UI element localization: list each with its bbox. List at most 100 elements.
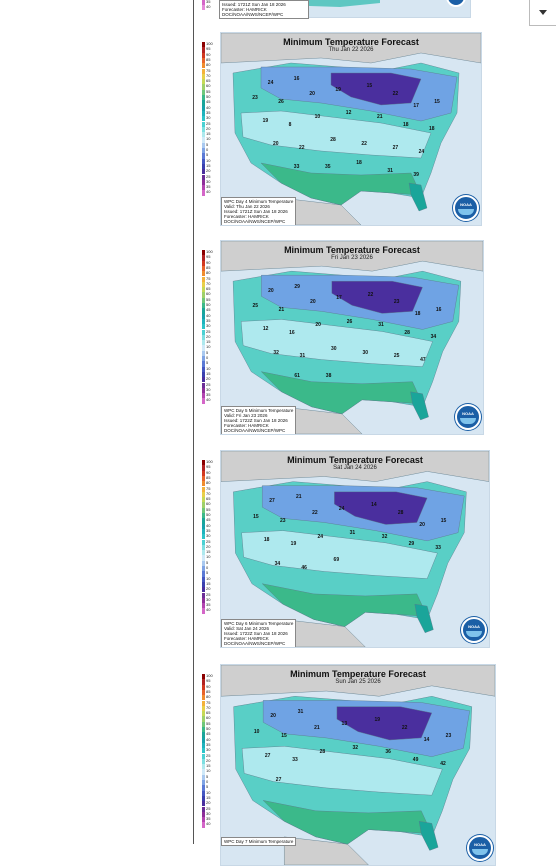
legend-label: 40 xyxy=(206,312,211,318)
legend-label: 30 xyxy=(206,810,211,816)
legend-label: 5 xyxy=(206,141,209,147)
station-temperature: 28 xyxy=(397,510,404,517)
legend-label: 60 xyxy=(206,83,211,89)
forecast-info-box: WPC Day 7 Minimum Temperature xyxy=(221,837,297,846)
legend-swatch xyxy=(202,382,205,388)
legend-label: 90 xyxy=(206,683,211,689)
legend-swatch xyxy=(202,137,205,143)
legend-swatch xyxy=(202,785,205,791)
legend-swatch xyxy=(202,371,205,378)
map-region xyxy=(240,319,433,367)
station-temperature: 28 xyxy=(319,749,326,755)
legend-swatch xyxy=(202,822,205,828)
legend-label: 60 xyxy=(206,501,211,507)
legend-label: 65 xyxy=(206,286,211,292)
legend-label: 55 xyxy=(206,88,211,94)
legend-label: 55 xyxy=(206,720,211,726)
legend-swatch xyxy=(202,608,205,614)
noaa-logo-icon: NOAA xyxy=(453,195,479,221)
station-temperature: 34 xyxy=(430,334,437,341)
legend-swatch xyxy=(202,571,205,577)
info-line: Valid: Fri Jan 23 2026 xyxy=(224,413,268,418)
legend-swatch xyxy=(202,393,205,399)
legend-swatch xyxy=(202,528,205,535)
legend-swatch xyxy=(202,271,205,277)
legend-swatch xyxy=(202,674,205,680)
legend-label: 40 xyxy=(206,397,211,403)
legend-label: 25 xyxy=(206,173,211,179)
legend-swatch xyxy=(202,721,205,727)
station-temperature: 22 xyxy=(312,510,318,517)
station-temperature: 21 xyxy=(314,725,320,731)
legend-swatch xyxy=(202,57,205,64)
info-line: WPC Day 5 Minimum Temperature xyxy=(224,408,294,413)
legend-label: 85 xyxy=(206,688,211,694)
legend-swatch xyxy=(202,523,205,529)
legend-swatch xyxy=(202,769,205,775)
temperature-map: Minimum Temperature Forecast Fri Jan 23 2… xyxy=(220,240,484,435)
legend-swatch xyxy=(202,597,205,604)
legend-label: 80 xyxy=(206,62,211,68)
station-temperature: 28 xyxy=(330,137,336,144)
legend-label: 80 xyxy=(206,694,211,700)
legend-swatch xyxy=(202,308,205,314)
legend-label: 15 xyxy=(206,339,211,345)
legend-swatch xyxy=(202,105,205,111)
legend-swatch xyxy=(202,398,205,404)
legend-swatch xyxy=(202,774,205,780)
legend-swatch xyxy=(202,560,205,566)
station-temperature: 19 xyxy=(290,541,297,548)
legend-label: 65 xyxy=(206,78,211,84)
legend-swatch xyxy=(202,52,205,58)
legend-label: 15 xyxy=(206,580,211,586)
station-temperature: 22 xyxy=(299,144,305,151)
legend-swatch xyxy=(202,292,205,298)
forecast-info-box: WPC Day 6 Minimum Temperature Valid: Sat … xyxy=(221,619,297,647)
forecast-panel-day7: 100 95 90 85 80 75 70 65 60 55 50 45 40 35 30 25 20 15 10 5… xyxy=(202,664,496,866)
options-dropdown[interactable] xyxy=(529,0,556,26)
info-line: DOC/NOAA/NWS/NCEP/WPC xyxy=(224,219,286,224)
station-temperature: 32 xyxy=(352,745,359,751)
legend-label: 100 xyxy=(206,673,213,678)
legend-label: 30 xyxy=(206,533,211,539)
legend-swatch xyxy=(202,711,205,717)
legend-label: 45 xyxy=(206,307,211,313)
legend-label: 30 xyxy=(206,178,211,184)
station-temperature: 31 xyxy=(349,529,356,536)
station-temperature: 24 xyxy=(338,506,345,513)
legend-label: 80 xyxy=(206,480,211,486)
station-temperature: 31 xyxy=(387,167,393,174)
legend-swatch xyxy=(202,502,205,508)
legend-label: 5 xyxy=(206,773,209,779)
map-title: Minimum Temperature Forecast xyxy=(290,669,426,679)
legend-swatch xyxy=(202,265,205,272)
top-info-box: Issued: 1721Z Sun Jan 18 2026 Forecaster… xyxy=(219,0,309,19)
legend-swatch xyxy=(202,63,205,69)
legend-swatch xyxy=(202,486,205,492)
legend-label: 15 xyxy=(206,794,211,800)
legend-label: 25 xyxy=(206,752,211,758)
legend-swatch xyxy=(202,737,205,743)
station-temperature: 14 xyxy=(423,737,430,743)
info-line: WPC Day 6 Minimum Temperature xyxy=(224,621,294,626)
map-region xyxy=(336,706,433,741)
station-temperature: 15 xyxy=(440,517,447,524)
legend-swatch xyxy=(202,748,205,754)
legend-swatch xyxy=(202,366,205,372)
legend-label: 55 xyxy=(206,506,211,512)
legend-swatch xyxy=(202,732,205,738)
station-temperature: 23 xyxy=(279,517,286,524)
station-temperature: 24 xyxy=(267,79,274,86)
legend-swatch xyxy=(202,281,205,288)
legend-swatch xyxy=(202,700,205,706)
station-temperature: 38 xyxy=(325,372,332,379)
legend-swatch xyxy=(202,727,205,733)
legend-label: 30 xyxy=(206,386,211,392)
legend-label: 95 xyxy=(206,464,211,470)
legend-swatch xyxy=(202,742,205,749)
legend-swatch xyxy=(202,329,205,335)
legend-label: 30 xyxy=(206,596,211,602)
legend-swatch xyxy=(202,297,205,303)
legend-swatch xyxy=(202,174,205,180)
legend-label: 65 xyxy=(206,496,211,502)
